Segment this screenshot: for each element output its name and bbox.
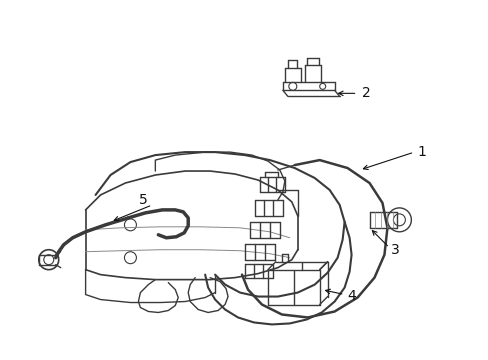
Text: 2: 2 bbox=[361, 86, 369, 100]
Text: 1: 1 bbox=[416, 145, 426, 159]
Text: 5: 5 bbox=[139, 193, 147, 207]
Text: 3: 3 bbox=[390, 243, 399, 257]
Text: 4: 4 bbox=[347, 289, 356, 302]
